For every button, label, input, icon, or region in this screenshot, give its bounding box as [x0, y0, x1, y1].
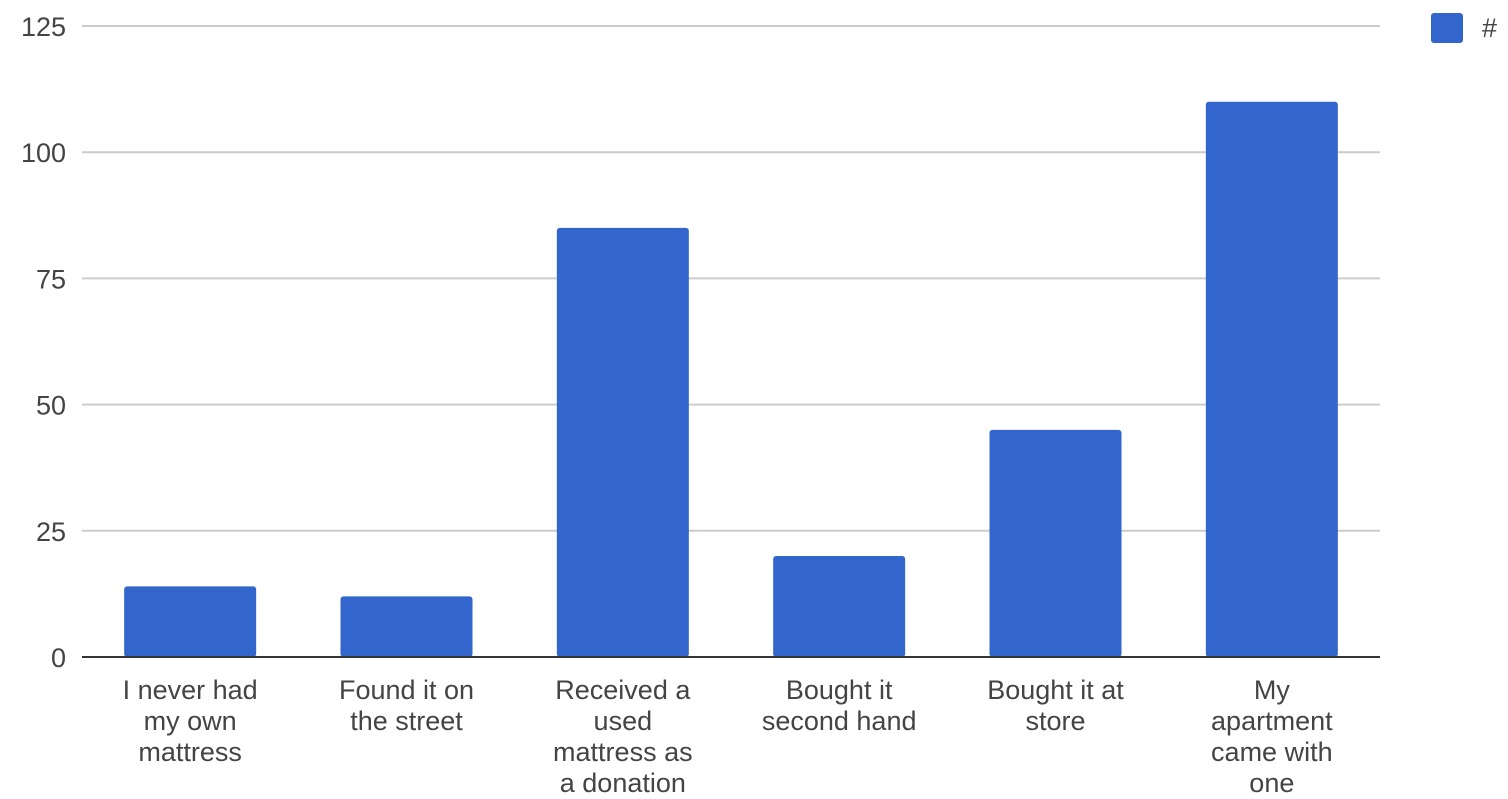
- x-axis-category-labels: I never had my own mattress Found it on the …: [123, 675, 1333, 798]
- y-tick-label: 100: [21, 138, 66, 168]
- bar: [989, 429, 1122, 657]
- x-category-label-line: I never had: [123, 675, 258, 705]
- x-category-label: Bought it second hand: [762, 675, 917, 736]
- legend-label: #: [1482, 13, 1497, 43]
- y-tick-label: 0: [51, 643, 66, 673]
- bar: [556, 227, 689, 658]
- y-tick-label: 25: [36, 517, 66, 547]
- legend: #: [1431, 13, 1497, 43]
- x-category-label-line: came with: [1211, 737, 1333, 767]
- x-category-label-line: apartment: [1211, 706, 1333, 736]
- x-category-label-line: used: [594, 706, 653, 736]
- x-category-label-line: store: [1025, 706, 1085, 736]
- x-category-label-line: the street: [350, 706, 463, 736]
- x-category-label: Received a used mattress as a donation: [553, 675, 693, 798]
- x-category-label-line: My: [1254, 675, 1290, 705]
- x-category-label-line: Bought it: [786, 675, 893, 705]
- x-category-label-line: one: [1249, 768, 1294, 798]
- bar: [773, 556, 906, 657]
- x-category-label-line: my own: [144, 706, 237, 736]
- x-category-label-line: second hand: [762, 706, 917, 736]
- y-tick-label: 125: [21, 12, 66, 42]
- x-category-label: Bought it at store: [987, 675, 1124, 736]
- bar: [124, 586, 257, 657]
- y-tick-label: 50: [36, 391, 66, 421]
- x-category-label: I never had my own mattress: [123, 675, 258, 767]
- x-category-label-line: a donation: [560, 768, 686, 798]
- x-category-label-line: Bought it at: [987, 675, 1124, 705]
- legend-swatch: [1431, 13, 1463, 43]
- bars: [124, 101, 1338, 658]
- x-category-label-line: Found it on: [339, 675, 474, 705]
- bar: [340, 596, 473, 657]
- y-axis-tick-labels: 0 25 50 75 100 125: [21, 12, 66, 673]
- x-category-label: Found it on the street: [339, 675, 474, 736]
- x-category-label-line: Received a: [555, 675, 691, 705]
- gridlines: [82, 25, 1380, 532]
- y-tick-label: 75: [36, 264, 66, 294]
- bar: [1205, 101, 1338, 658]
- x-category-label: My apartment came with one: [1211, 675, 1333, 798]
- x-category-label-line: mattress as: [553, 737, 693, 767]
- x-category-label-line: mattress: [138, 737, 242, 767]
